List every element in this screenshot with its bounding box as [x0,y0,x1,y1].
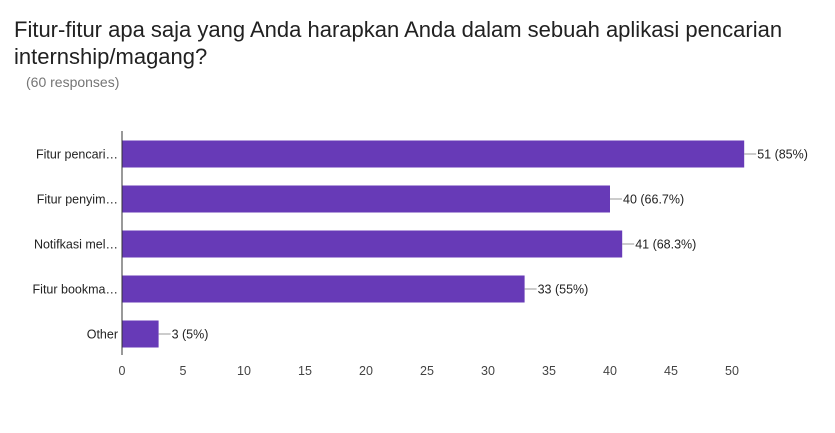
x-tick-label: 15 [298,364,312,378]
bar [122,320,159,348]
x-tick-label: 40 [603,364,617,378]
x-tick-label: 30 [481,364,495,378]
chart-title: Fitur-fitur apa saja yang Anda harapkan … [14,17,783,69]
x-tick-label: 10 [237,364,251,378]
x-tick-label: 20 [359,364,373,378]
bar [122,140,745,168]
bar [122,275,525,303]
data-label: 3 (5%) [172,328,209,342]
x-tick-label: 5 [180,364,187,378]
x-tick-label: 25 [420,364,434,378]
category-label: Other [87,328,118,342]
bar [122,230,623,258]
category-label: Fitur penyim… [37,193,118,207]
category-label: Fitur bookma… [33,283,118,297]
data-label: 51 (85%) [757,148,808,162]
data-label: 40 (66.7%) [623,193,684,207]
category-label: Fitur pencari… [36,148,118,162]
x-tick-label: 0 [119,364,126,378]
data-label: 33 (55%) [538,283,589,297]
x-tick-label: 45 [664,364,678,378]
category-label: Notifkasi mel… [34,238,118,252]
x-tick-label: 50 [725,364,739,378]
bar [122,185,610,213]
x-tick-label: 35 [542,364,556,378]
response-count: (60 responses) [26,74,120,90]
data-label: 41 (68.3%) [635,238,696,252]
